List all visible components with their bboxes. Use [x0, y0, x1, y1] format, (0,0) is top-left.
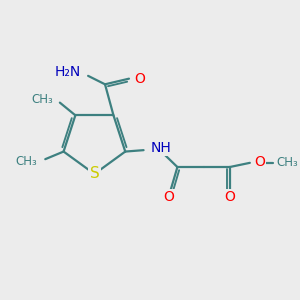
- Text: H₂N: H₂N: [55, 64, 81, 79]
- Text: CH₃: CH₃: [31, 93, 53, 106]
- Text: CH₃: CH₃: [15, 155, 37, 168]
- Text: O: O: [254, 155, 265, 169]
- Text: S: S: [89, 167, 99, 182]
- Text: O: O: [134, 72, 145, 86]
- Text: NH: NH: [151, 141, 171, 155]
- Text: O: O: [224, 190, 235, 204]
- Text: CH₃: CH₃: [276, 156, 298, 169]
- Text: O: O: [164, 190, 174, 204]
